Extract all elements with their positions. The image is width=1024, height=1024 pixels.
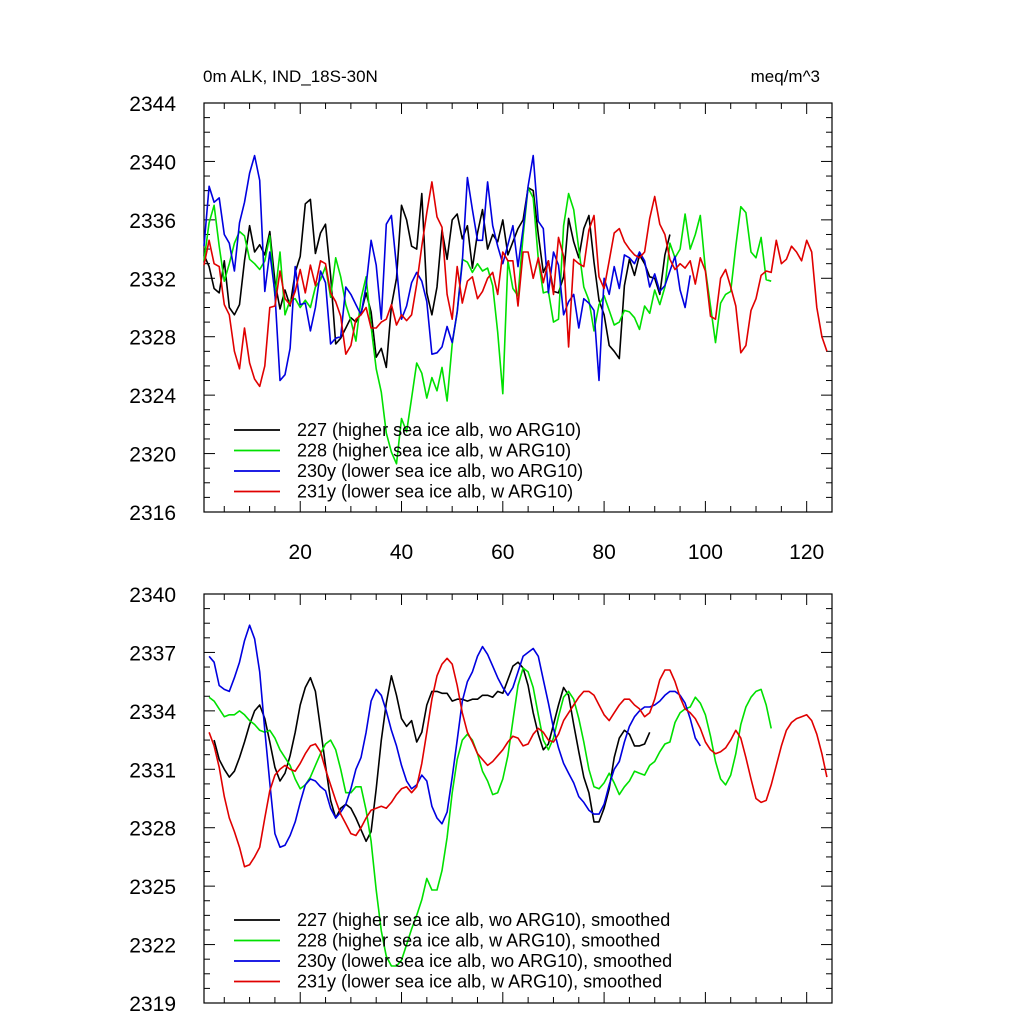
units-label: meq/m^3 bbox=[751, 67, 820, 86]
y-tick-label: 2340 bbox=[129, 151, 176, 174]
legend-label-2: 230y (lower sea ice alb, wo ARG10), smoo… bbox=[297, 951, 672, 971]
series-line-3 bbox=[203, 181, 828, 388]
x-tick-label: 20 bbox=[289, 541, 312, 564]
legend-label-3: 231y (lower sea ice alb, w ARG10), smoot… bbox=[297, 972, 662, 992]
legend-label-0: 227 (higher sea ice alb, wo ARG10), smoo… bbox=[297, 910, 670, 930]
y-tick-label: 2332 bbox=[129, 268, 176, 291]
x-tick-label: 80 bbox=[592, 541, 615, 564]
y-tick-label: 2319 bbox=[129, 993, 176, 1016]
top-line-chart: 0m ALK, IND_18S-30N meq/m^3 2316 2320 2324… bbox=[129, 67, 833, 564]
y-tick-label: 2324 bbox=[129, 385, 176, 408]
x-tick-label: 40 bbox=[390, 541, 413, 564]
y-tick-label: 2331 bbox=[129, 759, 176, 782]
chart-title: 0m ALK, IND_18S-30N bbox=[203, 67, 378, 86]
y-tick-label: 2344 bbox=[129, 93, 176, 116]
legend-label-1: 228 (higher sea ice alb, w ARG10), smoot… bbox=[297, 931, 660, 951]
y-tick-label: 2337 bbox=[129, 642, 176, 665]
y-tick-label: 2325 bbox=[129, 876, 176, 899]
series-line-1 bbox=[208, 667, 772, 967]
y-tick-label: 2322 bbox=[129, 935, 176, 958]
y-tick-label: 2328 bbox=[129, 327, 176, 350]
bottom-line-chart: 2319 2322 2325 2328 2331 2334 2337 2340 227 (hig… bbox=[129, 584, 833, 1016]
y-tick-label: 2340 bbox=[129, 584, 176, 607]
y-tick-label: 2320 bbox=[129, 444, 176, 467]
y-tick-label: 2316 bbox=[129, 502, 176, 525]
series-line-3 bbox=[208, 657, 828, 868]
legend-label-1: 228 (higher sea ice alb, w ARG10) bbox=[297, 441, 571, 461]
legend-label-3: 231y (lower sea ice alb, w ARG10) bbox=[297, 482, 573, 502]
y-tick-label: 2334 bbox=[129, 701, 176, 724]
y-tick-label: 2328 bbox=[129, 818, 176, 841]
x-tick-label: 100 bbox=[688, 541, 723, 564]
series-line-2 bbox=[203, 154, 691, 382]
series-line-1 bbox=[203, 186, 772, 465]
series-line-2 bbox=[208, 624, 701, 849]
x-tick-label: 60 bbox=[491, 541, 514, 564]
series-line-0 bbox=[213, 661, 651, 843]
legend-label-2: 230y (lower sea ice alb, wo ARG10) bbox=[297, 461, 583, 481]
y-tick-label: 2336 bbox=[129, 210, 176, 233]
series-line-0 bbox=[203, 186, 671, 369]
x-tick-label: 120 bbox=[789, 541, 824, 564]
legend-label-0: 227 (higher sea ice alb, wo ARG10) bbox=[297, 420, 581, 440]
